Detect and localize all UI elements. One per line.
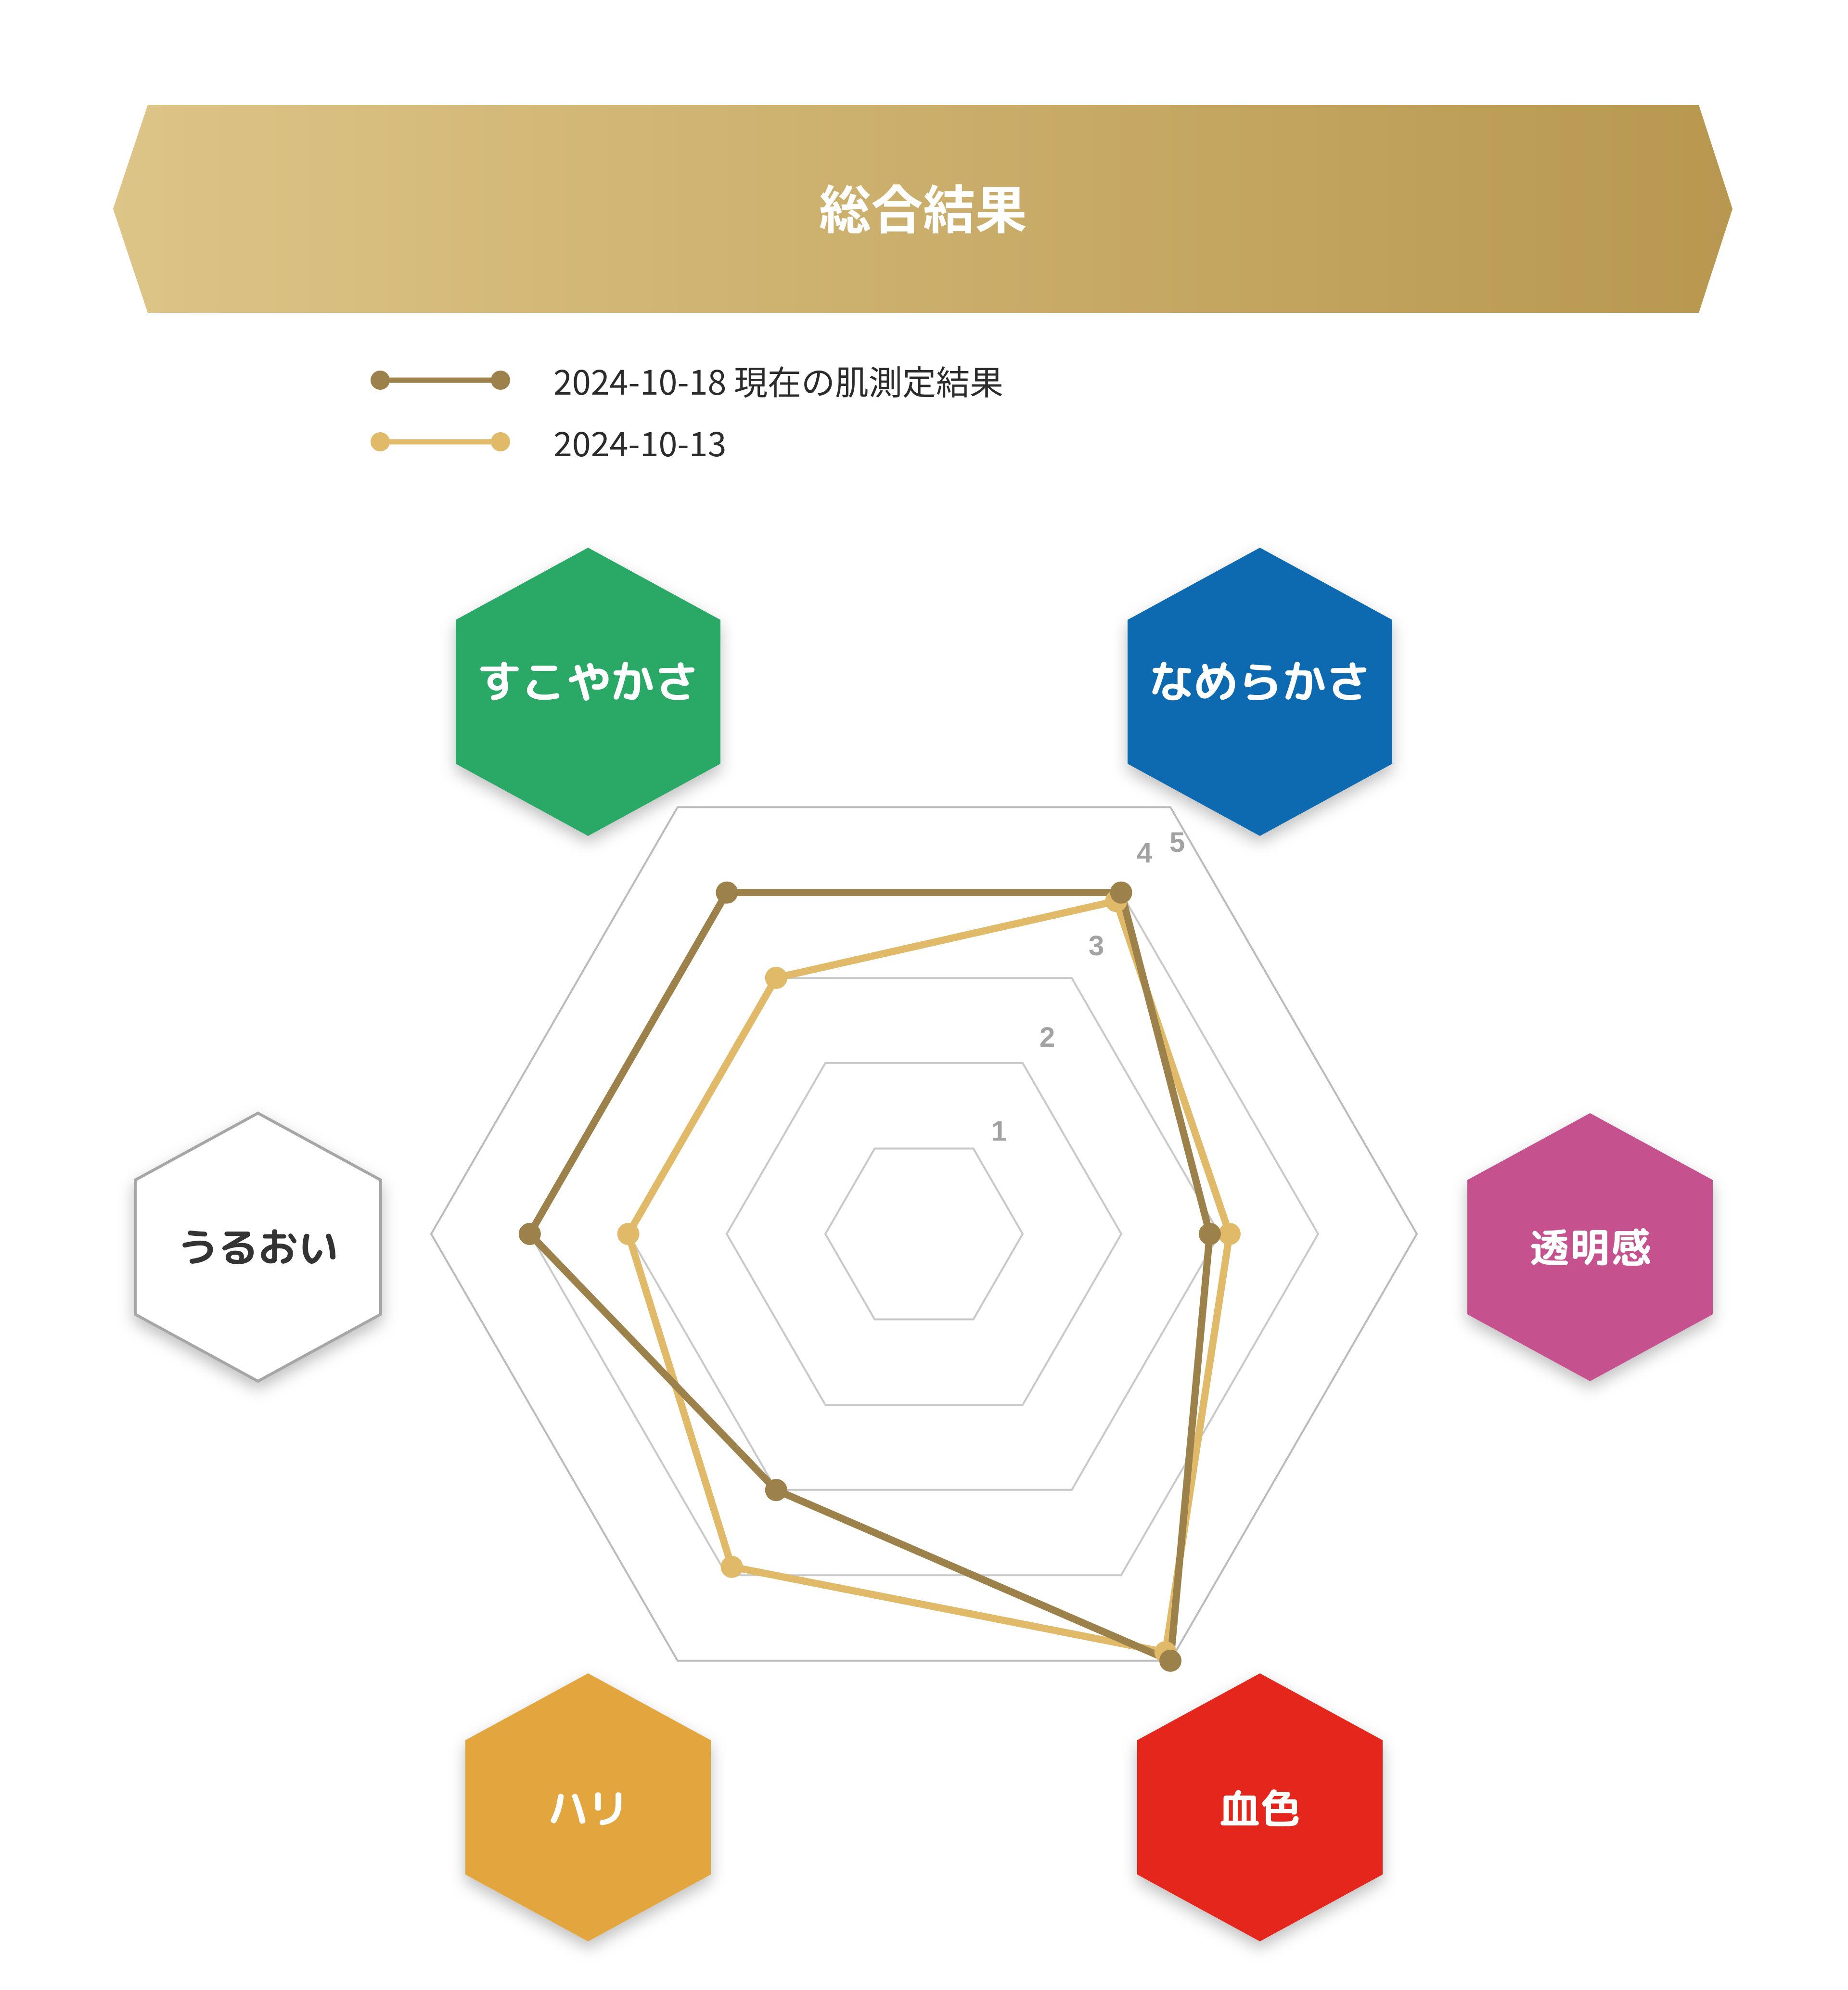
svg-text:総合結果: 総合結果: [819, 169, 1027, 244]
svg-text:2024-10-18 現在の肌測定結果: 2024-10-18 現在の肌測定結果: [553, 356, 1003, 405]
svg-text:うるおい: うるおい: [177, 1219, 339, 1275]
svg-text:2: 2: [1040, 1022, 1055, 1053]
svg-text:透明感: 透明感: [1529, 1219, 1651, 1275]
svg-text:すこやかさ: すこやかさ: [477, 651, 699, 712]
svg-text:1: 1: [991, 1116, 1007, 1147]
svg-text:なめらかさ: なめらかさ: [1149, 651, 1371, 712]
svg-text:2024-10-13: 2024-10-13: [553, 418, 726, 466]
svg-text:血色: 血色: [1219, 1780, 1300, 1836]
svg-text:4: 4: [1137, 837, 1152, 869]
svg-text:ハリ: ハリ: [548, 1780, 629, 1836]
svg-text:5: 5: [1169, 827, 1185, 858]
svg-text:3: 3: [1089, 930, 1104, 962]
